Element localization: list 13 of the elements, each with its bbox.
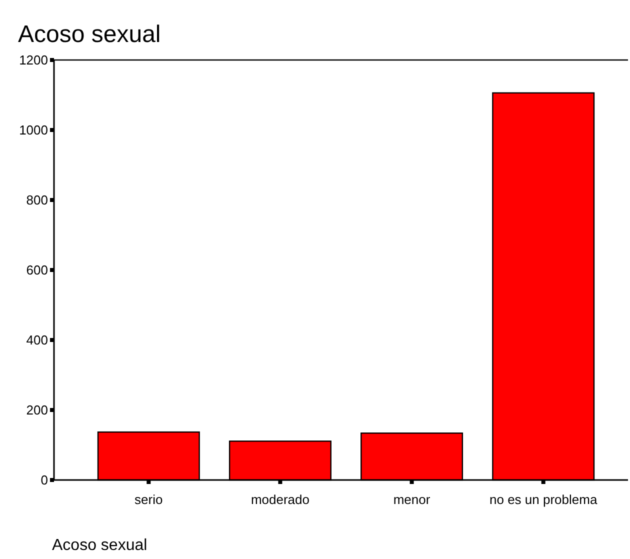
y-tick-label: 800 (26, 192, 48, 208)
y-tick-label: 400 (26, 332, 48, 348)
x-tick-label: menor (393, 492, 431, 507)
y-tick-label: 1000 (19, 122, 48, 138)
y-tick-label: 600 (26, 262, 48, 278)
text: Acoso sexual (52, 537, 148, 554)
x-tick-label: serio (134, 492, 163, 507)
chart-title: Acoso sexual (18, 21, 161, 48)
x-tick-label: no es un problema (490, 492, 598, 507)
y-tick-label: 0 (40, 472, 48, 488)
y-tick-label: 1200 (19, 52, 48, 68)
y-tick-label: 200 (26, 402, 48, 418)
x-tick-label: moderado (250, 492, 310, 507)
